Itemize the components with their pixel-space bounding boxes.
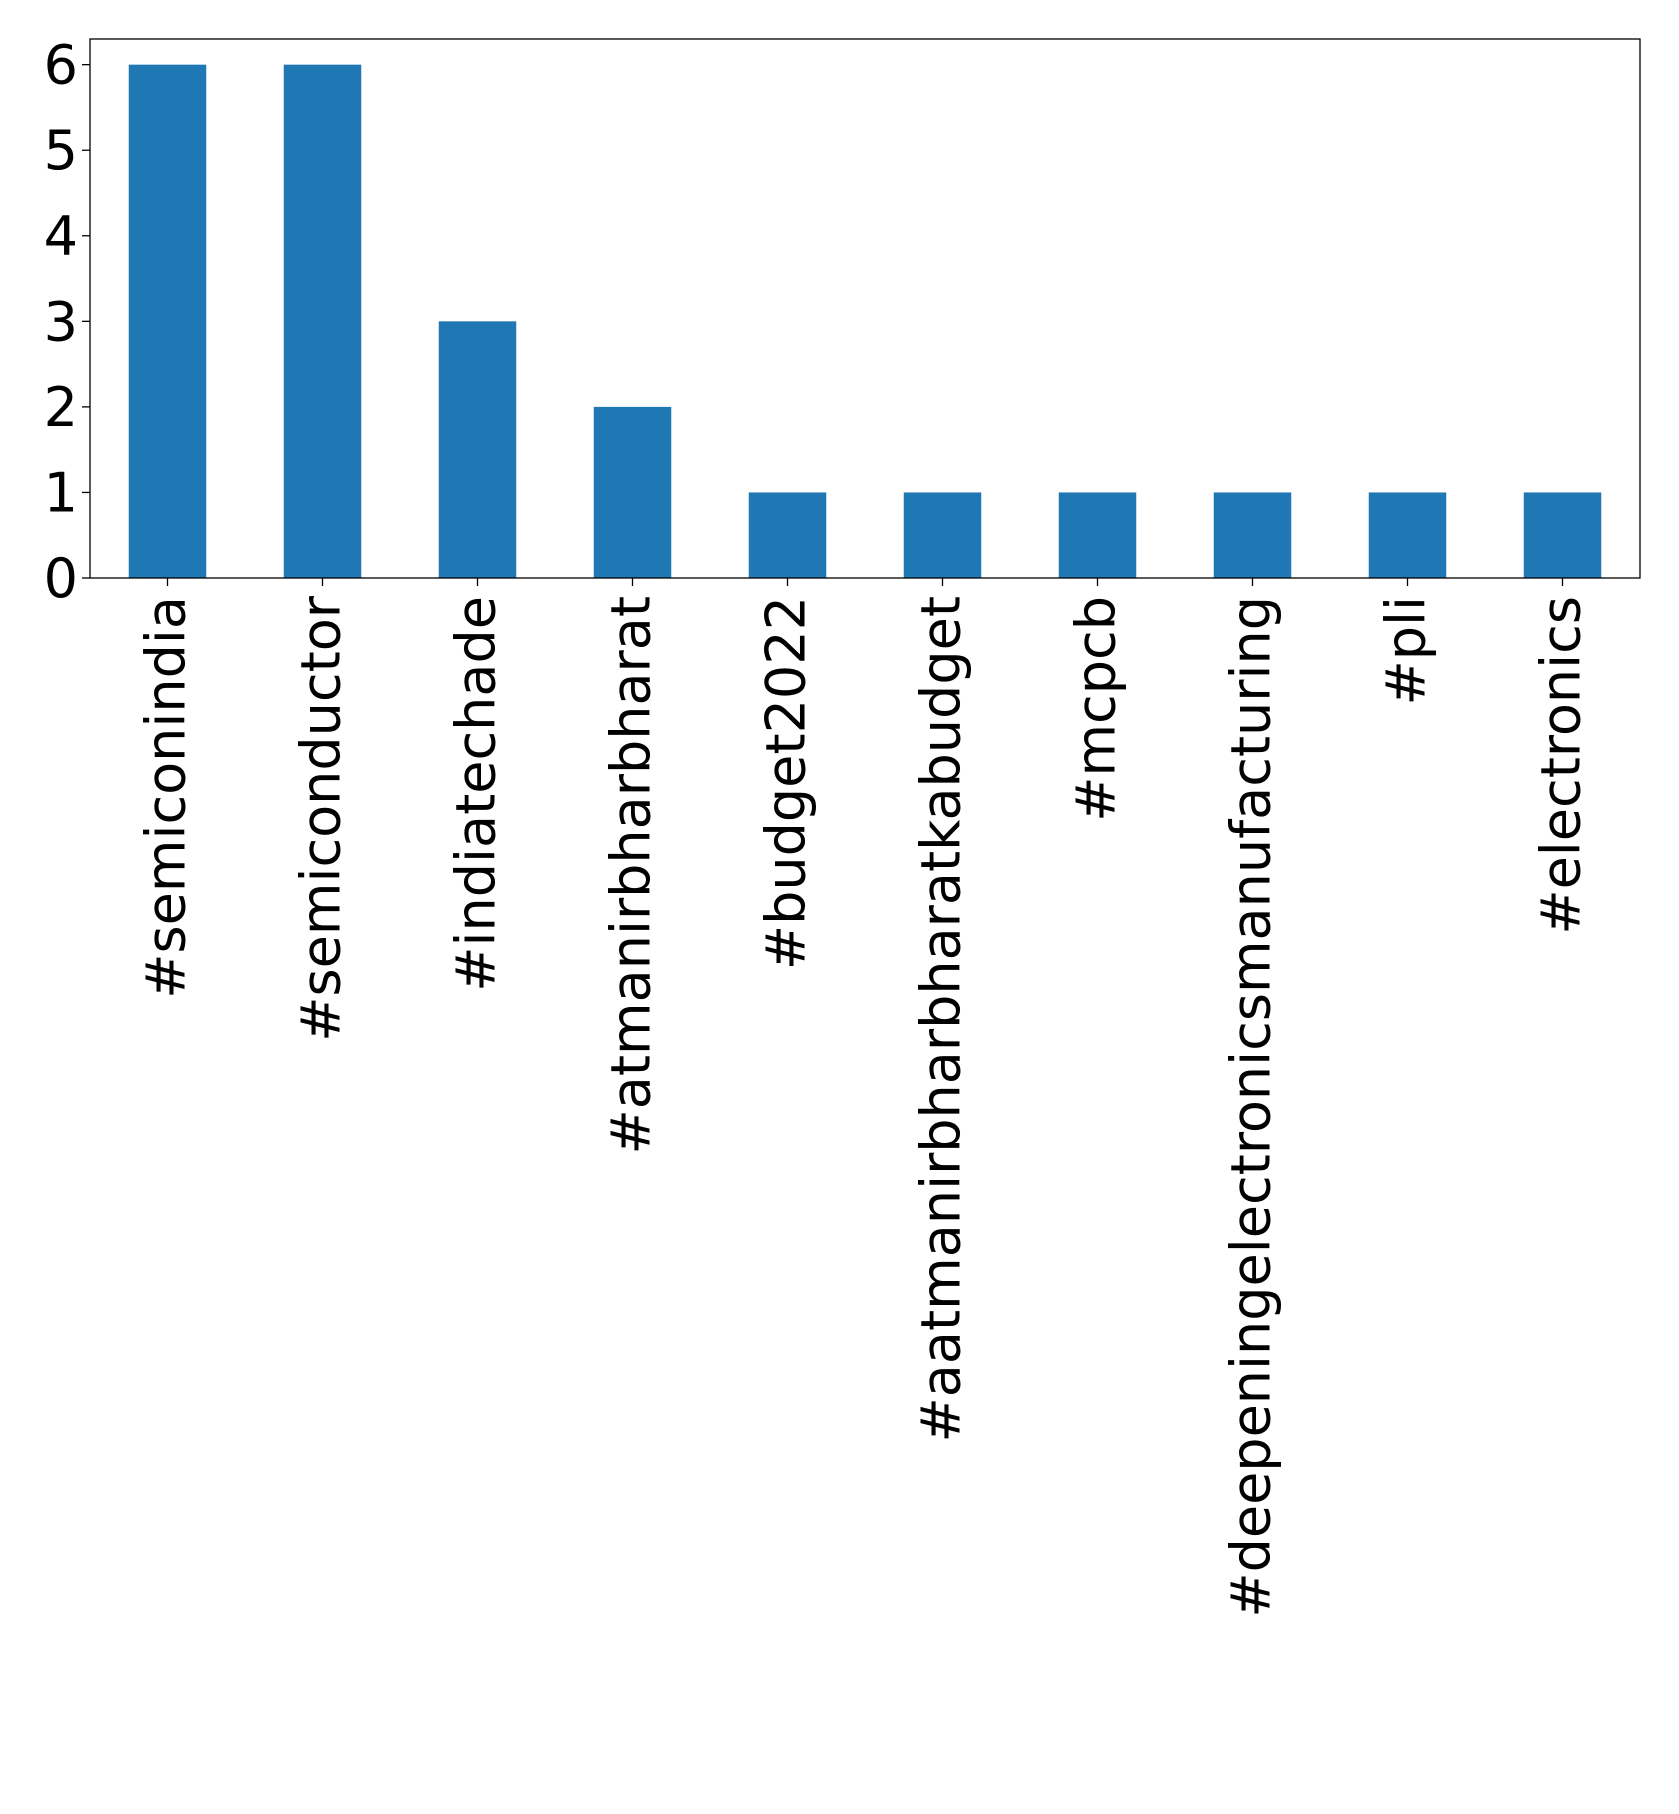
x-tick-label: #deepeningelectronicsmanufacturing (1220, 596, 1283, 1618)
bar-aatmanirbharbharatkabudget (903, 492, 982, 578)
bar-electronics (1523, 492, 1602, 578)
y-tick-label: 5 (44, 119, 78, 182)
y-tick-label: 2 (44, 376, 78, 439)
y-tick-label: 4 (44, 205, 78, 268)
bar-budget2022 (748, 492, 827, 578)
x-tick-label: #aatmanirbharbharatkabudget (910, 596, 973, 1442)
plot-frame (89, 38, 1641, 579)
x-tick-label: #indiatechade (445, 596, 508, 992)
y-tick-label: 1 (44, 461, 78, 524)
y-tick-label: 6 (44, 34, 78, 97)
x-tick-label: #budget2022 (755, 596, 818, 970)
y-tick-label: 0 (44, 547, 78, 610)
x-tick-label: #electronics (1530, 596, 1593, 935)
y-tick-label: 3 (44, 290, 78, 353)
bar-pli (1368, 492, 1447, 578)
x-tick-label: #atmanirbharbharat (600, 596, 663, 1154)
bar-atmanirbharbharat (593, 406, 672, 578)
bars-group (128, 64, 1602, 578)
x-tick-label: #mcpcb (1065, 596, 1128, 822)
bar-semiconductor (283, 64, 362, 578)
x-axis: #semiconindia #semiconductor #indiatechade… (135, 578, 1593, 1618)
bar-mcpcb (1058, 492, 1137, 578)
x-tick-label: #pli (1375, 596, 1438, 706)
x-tick-label: #semiconductor (290, 595, 353, 1042)
y-axis: 0 1 2 3 4 5 6 (44, 34, 90, 610)
x-tick-label: #semiconindia (135, 596, 198, 999)
bar-indiatechade (438, 321, 517, 578)
bar-deepeningelectronicsmanufacturing (1213, 492, 1292, 578)
bar-semiconindia (128, 64, 207, 578)
